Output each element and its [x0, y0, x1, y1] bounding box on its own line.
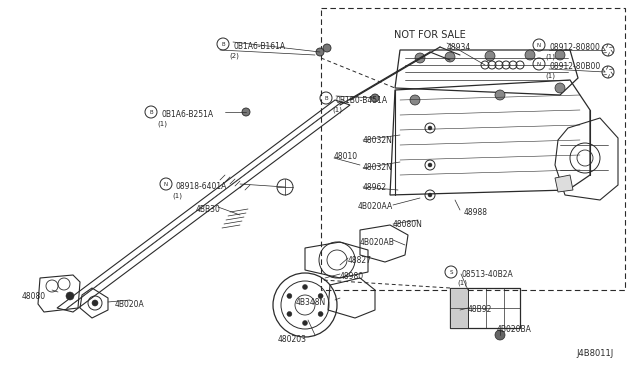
- Text: (1): (1): [545, 72, 555, 78]
- Circle shape: [318, 311, 323, 317]
- Text: 08912-80800: 08912-80800: [549, 43, 600, 52]
- Text: 4BB30: 4BB30: [196, 205, 221, 214]
- Circle shape: [92, 300, 98, 306]
- Text: 0B1A6-B251A: 0B1A6-B251A: [161, 110, 213, 119]
- Text: 48962: 48962: [363, 183, 387, 192]
- Text: B: B: [221, 42, 225, 46]
- Text: N: N: [164, 182, 168, 186]
- Text: (1): (1): [172, 192, 182, 199]
- Text: 0B1B0-B451A: 0B1B0-B451A: [336, 96, 388, 105]
- Circle shape: [555, 50, 565, 60]
- Circle shape: [415, 53, 425, 63]
- Text: 480203: 480203: [278, 335, 307, 344]
- Circle shape: [410, 95, 420, 105]
- Circle shape: [525, 50, 535, 60]
- Text: N: N: [537, 61, 541, 67]
- Text: 4B020AA: 4B020AA: [358, 202, 393, 211]
- Text: 48080N: 48080N: [393, 220, 423, 229]
- Text: NOT FOR SALE: NOT FOR SALE: [394, 30, 466, 40]
- Polygon shape: [450, 288, 468, 328]
- Text: 4B020A: 4B020A: [115, 300, 145, 309]
- Circle shape: [303, 285, 307, 289]
- Bar: [321, 8, 625, 290]
- Circle shape: [287, 311, 292, 317]
- Circle shape: [66, 292, 74, 300]
- Circle shape: [428, 126, 432, 130]
- Circle shape: [428, 163, 432, 167]
- Circle shape: [428, 193, 432, 197]
- Text: (1): (1): [332, 106, 342, 112]
- Text: 4B348N: 4B348N: [296, 298, 326, 307]
- Text: 4B020BA: 4B020BA: [497, 325, 532, 334]
- Text: 48010: 48010: [334, 152, 358, 161]
- Text: 08513-40B2A: 08513-40B2A: [461, 270, 513, 279]
- Text: N: N: [537, 42, 541, 48]
- Circle shape: [303, 321, 307, 326]
- Text: S: S: [449, 269, 452, 275]
- Text: (1): (1): [545, 53, 555, 60]
- Circle shape: [287, 294, 292, 298]
- Circle shape: [495, 90, 505, 100]
- Circle shape: [495, 330, 505, 340]
- Circle shape: [371, 94, 379, 102]
- Text: 48934: 48934: [447, 43, 471, 52]
- Text: (1): (1): [457, 280, 467, 286]
- Text: 4B020AB: 4B020AB: [360, 238, 395, 247]
- Text: B: B: [324, 96, 328, 100]
- Circle shape: [555, 83, 565, 93]
- Text: B: B: [149, 109, 153, 115]
- Circle shape: [318, 294, 323, 298]
- Text: 0B1A6-B161A: 0B1A6-B161A: [233, 42, 285, 51]
- Text: 48827: 48827: [348, 256, 372, 265]
- Circle shape: [323, 44, 331, 52]
- Polygon shape: [555, 175, 573, 192]
- Text: 48080: 48080: [22, 292, 46, 301]
- Text: 48988: 48988: [464, 208, 488, 217]
- Text: (1): (1): [157, 120, 167, 126]
- Text: 08912-80B00: 08912-80B00: [549, 62, 600, 71]
- Circle shape: [316, 48, 324, 56]
- Circle shape: [242, 108, 250, 116]
- Text: 48B92: 48B92: [468, 305, 492, 314]
- Text: 08918-6401A: 08918-6401A: [176, 182, 227, 191]
- Text: (2): (2): [229, 52, 239, 58]
- Circle shape: [485, 51, 495, 61]
- Text: 48980: 48980: [340, 272, 364, 281]
- Text: 48032N: 48032N: [363, 136, 393, 145]
- Text: 48032N: 48032N: [363, 163, 393, 172]
- Circle shape: [445, 52, 455, 62]
- Text: J4B8011J: J4B8011J: [577, 349, 614, 358]
